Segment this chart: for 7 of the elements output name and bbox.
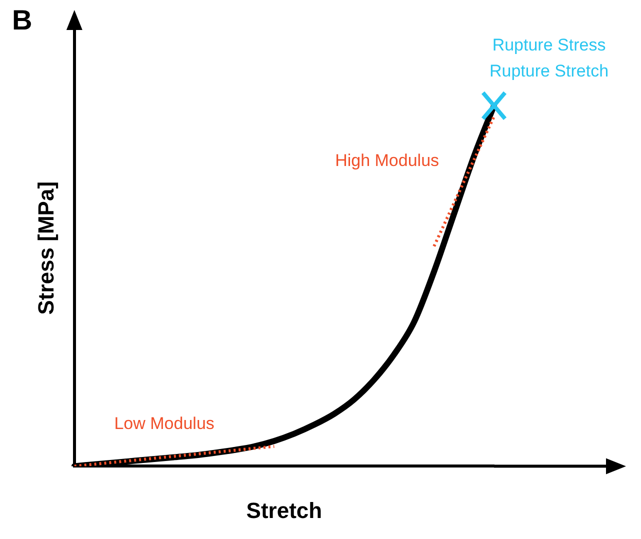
x-axis-title: Stretch — [246, 498, 322, 523]
y-axis-title: Stress [MPa] — [33, 181, 58, 315]
series-label: Low Modulus — [114, 414, 214, 433]
text: Rupture Stretch — [489, 61, 609, 80]
chart-title: B — [12, 4, 32, 36]
text: Rupture Stress — [492, 35, 606, 54]
series-label: High Modulus — [335, 151, 440, 170]
